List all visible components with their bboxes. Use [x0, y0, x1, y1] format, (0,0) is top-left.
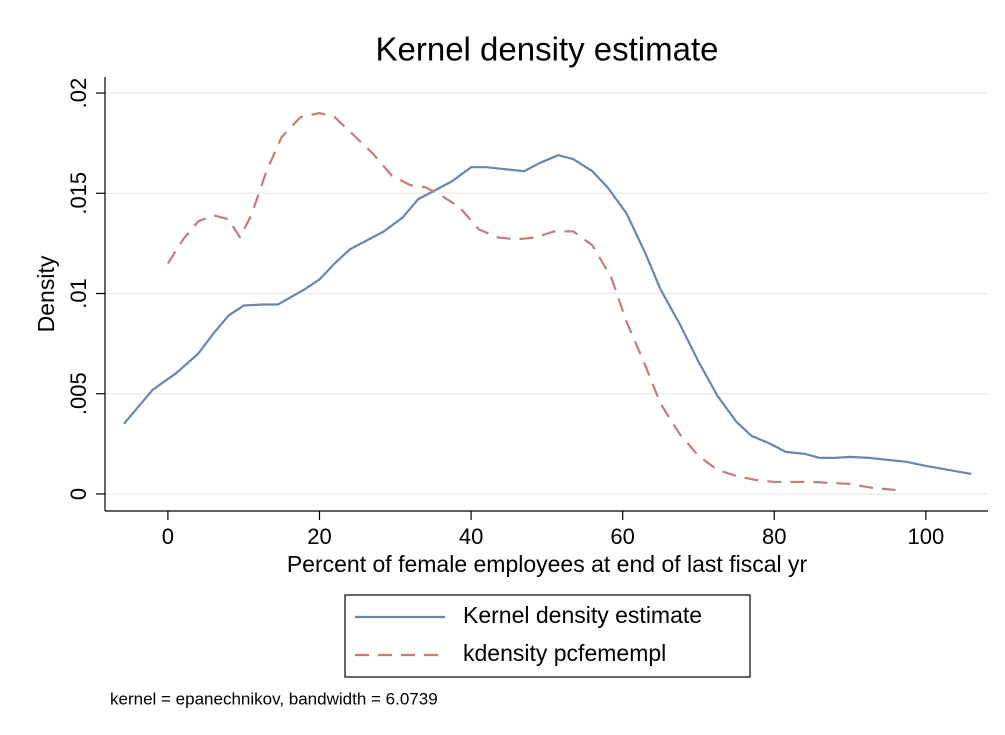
- note: kernel = epanechnikov, bandwidth = 6.073…: [110, 689, 438, 708]
- y-tick-label: 0: [66, 488, 91, 500]
- x-axis-label: Percent of female employees at end of la…: [287, 551, 808, 577]
- line-series: [123, 154, 972, 475]
- chart-title: Kernel density estimate: [375, 31, 718, 68]
- x-tick-label: 0: [162, 524, 174, 549]
- y-tick-label: .02: [66, 78, 91, 109]
- y-tick-label: .005: [66, 372, 91, 415]
- x-tick-label: 60: [610, 524, 634, 549]
- line-series: [166, 111, 896, 492]
- y-tick-label: .01: [66, 278, 91, 309]
- legend-label: kdensity pcfemempl: [463, 640, 666, 666]
- legend: [344, 594, 751, 678]
- y-axis-label: Density: [33, 255, 59, 332]
- x-tick-label: 40: [459, 524, 483, 549]
- y-tick-label: .015: [66, 172, 91, 215]
- x-tick-label: 20: [307, 524, 331, 549]
- x-tick-label: 80: [762, 524, 786, 549]
- x-tick-label: 100: [907, 524, 944, 549]
- legend-label: Kernel density estimate: [463, 602, 702, 628]
